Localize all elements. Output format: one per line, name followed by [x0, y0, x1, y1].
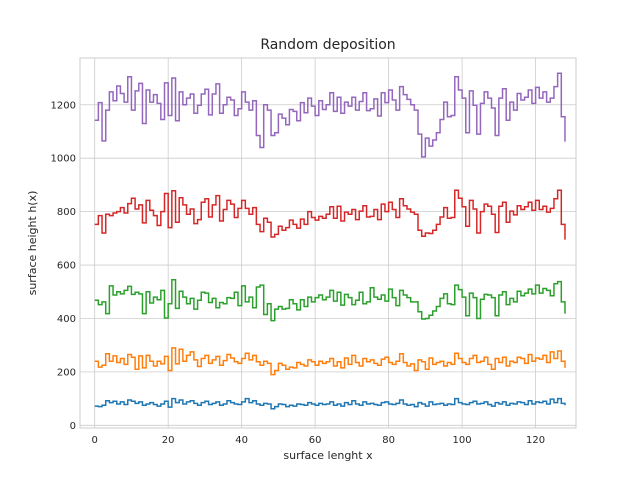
- series-line-1: [94, 347, 566, 376]
- x-tick-label: 60: [309, 435, 322, 446]
- series-line-0: [94, 397, 566, 410]
- x-tick-label: 100: [453, 435, 472, 446]
- y-tick-label: 800: [57, 207, 76, 218]
- y-tick-label: 200: [57, 367, 76, 378]
- series-line-4: [94, 72, 566, 158]
- x-tick-label: 20: [162, 435, 175, 446]
- x-axis-label: surface lenght x: [283, 449, 373, 462]
- plot-frame: [79, 57, 577, 429]
- x-tick-label: 40: [235, 435, 248, 446]
- x-tick-labels: 0 20 40 60 80 100 120: [92, 435, 546, 446]
- y-tick-label: 1200: [51, 100, 76, 111]
- series-layer: [94, 72, 566, 410]
- y-tick-label: 0: [70, 421, 76, 432]
- y-axis-label: surface height h(x): [26, 191, 39, 296]
- y-tick-label: 400: [57, 314, 76, 325]
- x-tick-label: 80: [382, 435, 395, 446]
- series-line-3: [94, 189, 566, 240]
- x-tick-label: 0: [92, 435, 98, 446]
- y-tick-label: 600: [57, 261, 76, 272]
- series-line-2: [94, 278, 566, 322]
- plot-area: [80, 58, 576, 428]
- y-tick-label: 1000: [51, 154, 76, 165]
- chart-title: Random deposition: [260, 37, 395, 53]
- x-tick-label: 120: [526, 435, 545, 446]
- y-tick-labels: 0 200 400 600 800 1000 1200: [51, 100, 76, 432]
